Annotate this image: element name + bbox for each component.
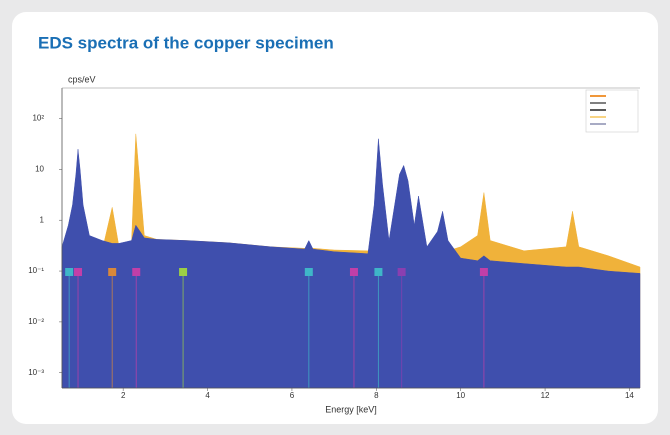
element-marker xyxy=(179,268,188,276)
element-marker xyxy=(74,268,83,276)
x-tick-label: 6 xyxy=(290,391,295,400)
element-marker xyxy=(349,268,358,276)
element-marker xyxy=(132,268,141,276)
legend xyxy=(585,89,639,133)
plot-area: 10² 10 1 10⁻¹ 10⁻² 10⁻³ 2 4 6 8 10 12 14 xyxy=(28,87,641,400)
x-tick-label: 8 xyxy=(374,391,379,400)
y-tick-label: 10⁻³ xyxy=(28,368,44,377)
y-tick-label: 10⁻² xyxy=(28,317,44,326)
element-marker xyxy=(397,268,406,276)
element-marker xyxy=(374,268,383,276)
x-tick-label: 10 xyxy=(456,391,465,400)
element-marker xyxy=(65,268,74,276)
y-tick-label: 10² xyxy=(32,114,44,123)
y-axis-label: cps/eV xyxy=(68,74,96,84)
y-tick-label: 10⁻¹ xyxy=(28,266,44,275)
x-tick-label: 14 xyxy=(625,391,634,400)
element-marker xyxy=(304,268,313,276)
element-marker xyxy=(479,268,488,276)
x-axis-label: Energy [keV] xyxy=(325,404,377,414)
y-tick-label: 1 xyxy=(40,215,45,224)
y-tick-label: 10 xyxy=(35,165,44,174)
chart-title: EDS spectra of the copper specimen xyxy=(38,33,334,52)
spectrum-area xyxy=(61,138,641,389)
element-marker xyxy=(108,268,117,276)
x-tick-label: 4 xyxy=(205,391,210,400)
x-tick-label: 12 xyxy=(541,391,550,400)
x-tick-label: 2 xyxy=(121,391,126,400)
